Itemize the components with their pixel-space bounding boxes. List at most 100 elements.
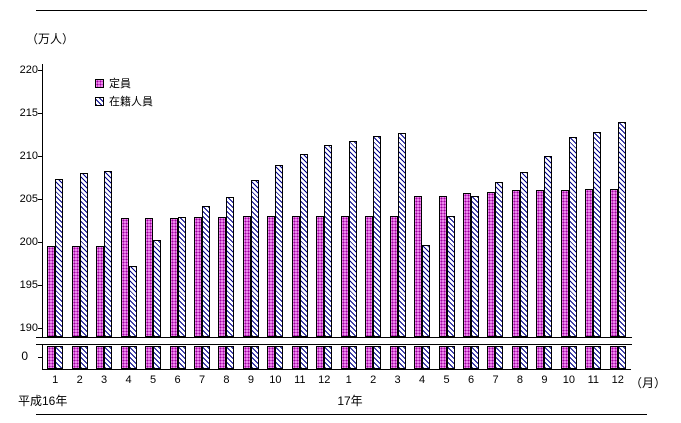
bar-teiin-m8	[218, 217, 226, 337]
bar-stub-zaiseki-m8	[226, 346, 234, 369]
bar-zaiseki-m9	[251, 180, 259, 337]
bar-stub-teiin-m15	[390, 346, 398, 369]
bar-zaiseki-m8	[226, 197, 234, 337]
bar-zaiseki-m17	[447, 216, 455, 337]
bar-stub-teiin-m4	[121, 346, 129, 369]
bar-stub-zaiseki-m15	[398, 346, 406, 369]
bar-stub-zaiseki-m2	[80, 346, 88, 369]
y-tick-mark	[38, 328, 42, 329]
bar-stub-teiin-m14	[365, 346, 373, 369]
bar-teiin-m18	[463, 193, 471, 337]
bar-teiin-m11	[292, 216, 300, 337]
bar-zaiseki-m16	[422, 244, 430, 337]
bar-teiin-m9	[243, 216, 251, 337]
bar-teiin-m10	[267, 216, 275, 337]
bar-stub-teiin-m18	[463, 346, 471, 369]
x-month-label: 1	[345, 374, 352, 386]
bar-stub-teiin-m13	[341, 346, 349, 369]
y-tick-label: 215	[19, 107, 38, 119]
bar-teiin-m23	[585, 188, 593, 337]
y-tick-label: 190	[19, 322, 38, 334]
bar-teiin-m1	[47, 246, 55, 337]
bar-stub-teiin-m11	[292, 346, 300, 369]
bar-teiin-m5	[145, 217, 153, 337]
x-month-label: 8	[223, 374, 230, 386]
legend: 定員 在籍人員	[95, 74, 153, 110]
year-label-heisei16: 平成16年	[18, 394, 68, 408]
frame-bottom-border	[36, 414, 647, 415]
bar-zaiseki-m4	[129, 266, 137, 337]
bar-stub-teiin-m5	[145, 346, 153, 369]
bar-stub-zaiseki-m9	[251, 346, 259, 369]
y-axis-break	[36, 337, 632, 345]
y-tick-mark	[38, 70, 42, 71]
x-month-label: 4	[419, 374, 426, 386]
bar-stub-zaiseki-m17	[447, 346, 455, 369]
bar-teiin-m21	[536, 190, 544, 337]
x-month-label: 2	[76, 374, 83, 386]
bar-stub-teiin-m8	[218, 346, 226, 369]
bar-stub-teiin-m10	[267, 346, 275, 369]
bar-stub-teiin-m19	[487, 346, 495, 369]
bar-stub-zaiseki-m13	[349, 346, 357, 369]
x-month-label: 10	[562, 374, 576, 386]
bar-teiin-m17	[439, 195, 447, 337]
bar-stub-teiin-m3	[96, 346, 104, 369]
x-month-label: 2	[370, 374, 377, 386]
bar-teiin-m6	[170, 217, 178, 337]
y-tick-mark	[38, 285, 42, 286]
bar-zaiseki-m14	[373, 136, 381, 337]
bar-stub-zaiseki-m7	[202, 346, 210, 369]
bar-zaiseki-m15	[398, 132, 406, 337]
legend-label-teiin: 定員	[109, 78, 131, 90]
y-tick-mark	[38, 242, 42, 243]
bar-stub-zaiseki-m22	[569, 346, 577, 369]
bar-teiin-m20	[512, 190, 520, 337]
bar-stub-zaiseki-m6	[178, 346, 186, 369]
bar-zaiseki-m21	[544, 156, 552, 337]
y-tick-mark	[38, 156, 42, 157]
bar-stub-zaiseki-m3	[104, 346, 112, 369]
y-tick-label: 200	[19, 236, 38, 248]
bar-stub-zaiseki-m1	[55, 346, 63, 369]
bar-stub-teiin-m1	[47, 346, 55, 369]
bar-stub-teiin-m9	[243, 346, 251, 369]
x-month-label: 3	[394, 374, 401, 386]
x-month-label: 4	[125, 374, 132, 386]
x-month-label: 11	[294, 374, 306, 386]
bar-stub-teiin-m7	[194, 346, 202, 369]
bar-teiin-m3	[96, 246, 104, 337]
bar-stub-teiin-m12	[316, 346, 324, 369]
bar-stub-zaiseki-m5	[153, 346, 161, 369]
bar-zaiseki-m22	[569, 137, 577, 337]
bar-zaiseki-m20	[520, 171, 528, 337]
bar-stub-teiin-m17	[439, 346, 447, 369]
legend-swatch-zaiseki	[95, 96, 104, 106]
bar-stub-zaiseki-m18	[471, 346, 479, 369]
x-month-label: 7	[198, 374, 206, 386]
bar-stub-zaiseki-m14	[373, 346, 381, 369]
frame-top-border	[36, 10, 647, 11]
x-month-label: 7	[492, 374, 499, 386]
bar-teiin-m13	[341, 216, 349, 337]
legend-item-zaiseki: 在籍人員	[95, 92, 153, 110]
bar-zaiseki-m6	[178, 217, 186, 337]
x-month-label: 3	[101, 374, 108, 386]
bar-stub-zaiseki-m11	[300, 346, 308, 369]
bar-teiin-m12	[316, 216, 324, 337]
bar-stub-teiin-m16	[414, 346, 422, 369]
x-axis-unit-label: （月）	[630, 376, 667, 390]
x-month-label: 1	[52, 374, 59, 386]
x-month-label: 12	[611, 374, 624, 386]
bar-teiin-m22	[561, 190, 569, 337]
bar-stub-teiin-m20	[512, 346, 520, 369]
x-month-label: 6	[467, 374, 475, 386]
y-tick-label: 205	[19, 193, 38, 205]
bar-teiin-m15	[390, 216, 398, 337]
bar-stub-zaiseki-m12	[324, 346, 332, 369]
bar-zaiseki-m1	[55, 179, 63, 337]
y-axis-line	[42, 64, 43, 370]
bar-stub-zaiseki-m24	[618, 346, 626, 369]
bar-stub-zaiseki-m4	[129, 346, 137, 369]
x-month-label: 9	[541, 374, 548, 386]
